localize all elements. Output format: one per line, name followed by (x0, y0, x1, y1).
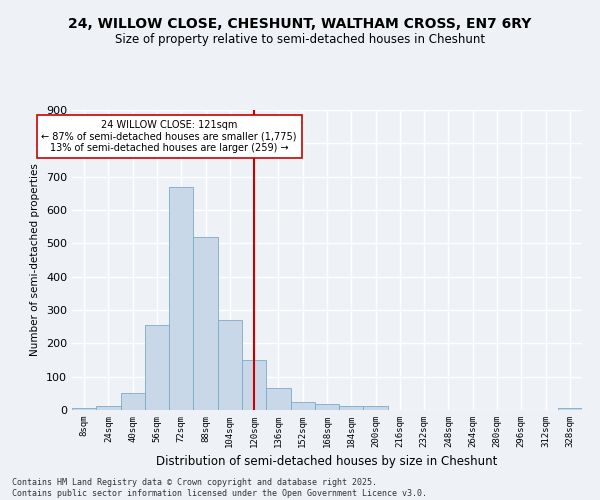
Bar (145, 325, 169, 410)
Bar (242, 360, 266, 410)
Y-axis label: Number of semi-detached properties: Number of semi-detached properties (31, 164, 40, 356)
Bar (96, 406, 121, 410)
Bar (339, 406, 364, 410)
Bar (218, 320, 242, 410)
Text: 24, WILLOW CLOSE, CHESHUNT, WALTHAM CROSS, EN7 6RY: 24, WILLOW CLOSE, CHESHUNT, WALTHAM CROS… (68, 18, 532, 32)
Bar (266, 388, 290, 410)
Bar (72, 408, 96, 410)
Bar (558, 408, 582, 410)
Bar (315, 404, 339, 410)
Bar (169, 186, 193, 410)
Bar (364, 406, 388, 410)
X-axis label: Distribution of semi-detached houses by size in Cheshunt: Distribution of semi-detached houses by … (157, 456, 497, 468)
Bar (121, 394, 145, 410)
Text: Size of property relative to semi-detached houses in Cheshunt: Size of property relative to semi-detach… (115, 32, 485, 46)
Text: Contains HM Land Registry data © Crown copyright and database right 2025.
Contai: Contains HM Land Registry data © Crown c… (12, 478, 427, 498)
Text: 24 WILLOW CLOSE: 121sqm
← 87% of semi-detached houses are smaller (1,775)
13% of: 24 WILLOW CLOSE: 121sqm ← 87% of semi-de… (41, 120, 297, 153)
Bar (290, 402, 315, 410)
Bar (193, 236, 218, 410)
